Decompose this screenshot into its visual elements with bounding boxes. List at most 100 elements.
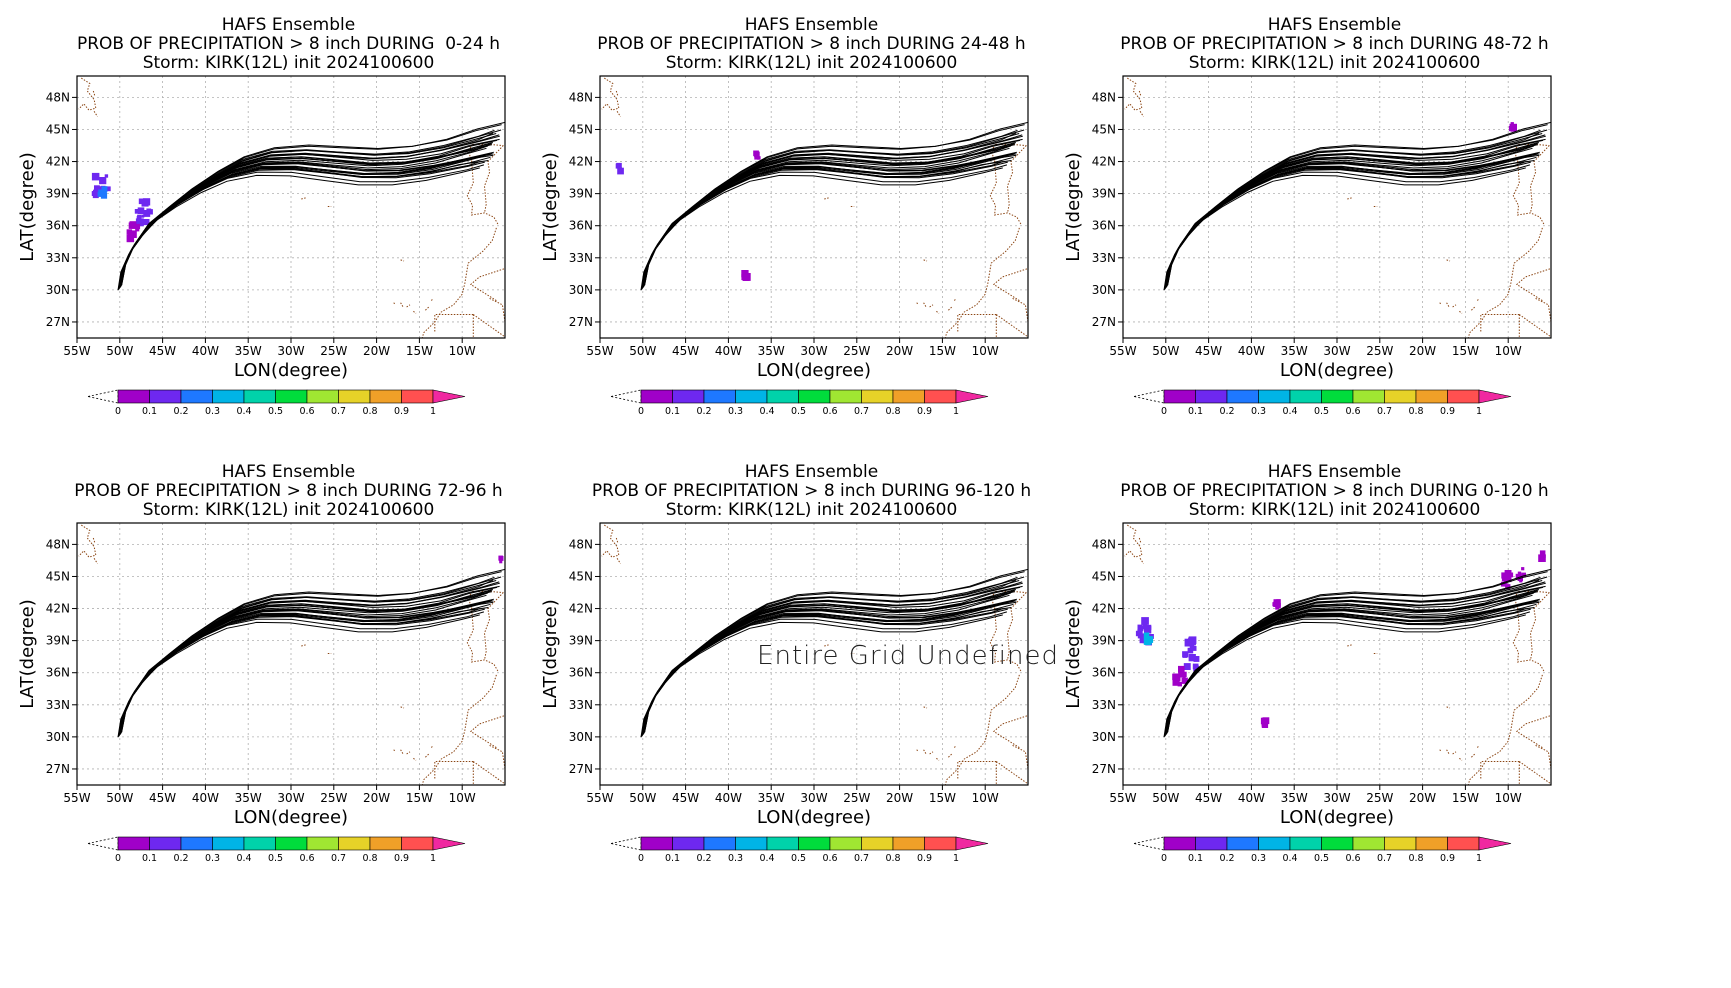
probability-cell	[91, 172, 100, 181]
ensemble-tracks	[640, 121, 1028, 291]
panel-6: HAFS Ensemble PROB OF PRECIPITATION > 8 i…	[1046, 447, 1623, 941]
colorbar-segment	[1226, 836, 1259, 851]
colorbar-label: 0.7	[1377, 406, 1392, 417]
probability-cell	[1510, 122, 1514, 126]
x-tick-label: 45W	[1195, 344, 1222, 358]
colorbar-label: 0.2	[696, 853, 711, 864]
colorbar-label: 0.2	[1219, 406, 1234, 417]
colorbar-segment	[306, 836, 339, 851]
coastline-segment	[489, 744, 505, 770]
coastline-segment	[93, 558, 98, 564]
coastline	[78, 524, 505, 785]
colorbar-segment	[1195, 836, 1228, 851]
x-tick-label: 20W	[886, 791, 913, 805]
colorbar-segment	[1415, 389, 1448, 404]
probability-cell	[1178, 672, 1184, 678]
coastline-segment	[936, 757, 940, 761]
coastline-segment	[301, 197, 306, 200]
colorbar-segment	[1163, 836, 1196, 851]
x-axis-label: LON(degree)	[234, 807, 348, 828]
coastline-segment	[431, 745, 434, 748]
coastline-segment	[1347, 197, 1352, 200]
probability-cell	[1187, 647, 1194, 654]
coastline-segment	[944, 227, 1020, 338]
probability-cell	[1192, 663, 1199, 670]
x-tick-label: 35W	[758, 344, 785, 358]
probability-cell	[1508, 572, 1514, 578]
probability-cell	[499, 560, 503, 564]
y-tick-label: 48N	[569, 90, 593, 104]
probability-cell	[1188, 637, 1196, 646]
y-tick-label: 30N	[46, 283, 70, 297]
colorbar-segment	[1258, 389, 1291, 404]
coastline-segment	[1012, 297, 1028, 323]
colorbar-label: 0.6	[822, 853, 837, 864]
x-tick-label: 40W	[192, 344, 219, 358]
colorbar-label: 0.5	[1314, 406, 1329, 417]
y-tick-label: 45N	[46, 569, 70, 583]
coastline-segment	[1515, 268, 1551, 302]
probability-cell	[1143, 632, 1150, 638]
probability-cell	[1181, 671, 1187, 677]
probability-cell	[1142, 624, 1148, 630]
x-tick-label: 50W	[1152, 344, 1179, 358]
colorbar-label: 0.1	[142, 406, 157, 417]
colorbar-label: 0	[638, 853, 644, 864]
x-tick-label: 35W	[758, 791, 785, 805]
coastline-segment	[483, 145, 504, 213]
x-axis-label: LON(degree)	[1280, 807, 1394, 828]
colorbar-left-arrow	[1133, 836, 1165, 851]
probability-cell	[1501, 572, 1508, 579]
panel-5: HAFS Ensemble PROB OF PRECIPITATION > 8 i…	[523, 447, 1100, 941]
x-tick-label: 40W	[715, 791, 742, 805]
colorbar-left-arrow	[1133, 389, 1165, 404]
colorbar-left-arrow	[610, 389, 642, 404]
probability-cell	[1178, 665, 1185, 673]
ensemble-track	[641, 155, 1008, 289]
map-plot: 55W 50W 45W 40W 35W 30W 25W 20W 15W 10W 27N 30N 33N 3…	[17, 75, 506, 417]
colorbar-label: 0.8	[885, 853, 900, 864]
probability-shading	[498, 555, 504, 564]
probability-cell	[1140, 633, 1145, 637]
coastline-segment	[989, 144, 1022, 225]
x-axis-label: LON(degree)	[234, 360, 348, 381]
ensemble-track	[117, 614, 480, 738]
colorbar-segment	[1447, 389, 1480, 404]
coastline-segment	[489, 297, 505, 323]
colorbar-segment	[180, 836, 213, 851]
ensemble-track	[1164, 156, 1537, 290]
coastline	[78, 77, 505, 338]
probability-cell	[105, 186, 111, 192]
colorbar-segment	[640, 389, 673, 404]
y-tick-label: 39N	[1092, 634, 1116, 648]
colorbar-segment	[798, 836, 831, 851]
probability-cell	[1137, 629, 1143, 635]
chart-title-line-2: PROB OF PRECIPITATION > 8 inch DURING 72…	[74, 481, 503, 501]
colorbar-label: 0.1	[665, 853, 680, 864]
coastline-segment	[1519, 314, 1551, 338]
x-tick-label: 35W	[235, 791, 262, 805]
coastline-segment	[615, 537, 619, 544]
y-tick-label: 36N	[1092, 666, 1116, 680]
colorbar-segment	[1195, 389, 1228, 404]
colorbar-segment	[306, 389, 339, 404]
coastline-segment	[948, 306, 953, 311]
colorbar-left-arrow	[87, 836, 119, 851]
probability-cell	[1177, 682, 1182, 687]
colorbar-label: 0	[1161, 853, 1167, 864]
ensemble-track	[644, 571, 1025, 733]
colorbar-label: 0.1	[142, 853, 157, 864]
probability-shading	[1135, 550, 1546, 728]
coastline-segment	[466, 144, 499, 225]
coastline-segment	[1512, 591, 1545, 672]
colorbar-label: 0.4	[236, 406, 251, 417]
probability-cell	[1509, 123, 1517, 132]
colorbar-label: 0.4	[236, 853, 251, 864]
chart-title-line-2: PROB OF PRECIPITATION > 8 inch DURING 48…	[1120, 34, 1549, 54]
colorbar-segment	[861, 836, 894, 851]
y-tick-label: 45N	[569, 569, 593, 583]
y-tick-label: 48N	[1092, 90, 1116, 104]
ensemble-track	[641, 160, 1012, 290]
colorbar-segment	[703, 836, 736, 851]
